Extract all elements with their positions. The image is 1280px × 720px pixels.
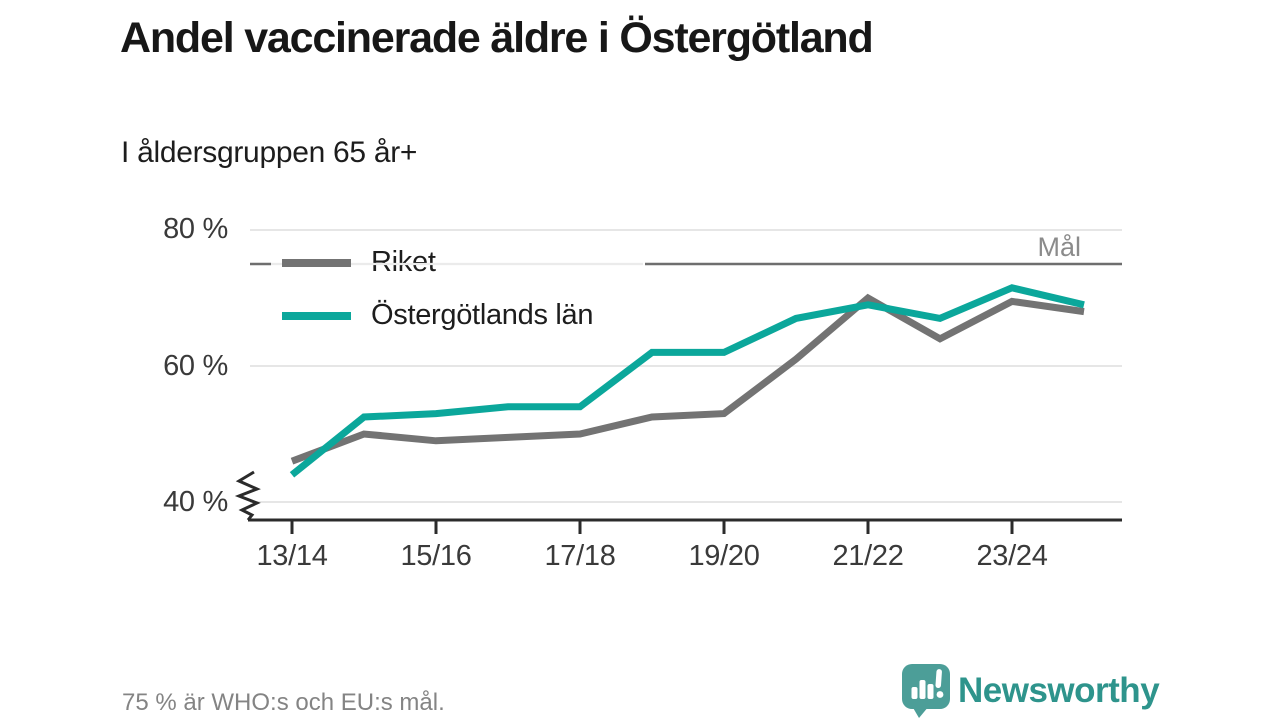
x-axis-tick-label-1718: 17/18 xyxy=(544,540,616,572)
x-axis-tick-label-1314: 13/14 xyxy=(256,540,328,572)
goal-line-label: Mål xyxy=(1037,232,1081,262)
x-axis-tick-label-2324: 23/24 xyxy=(976,540,1048,572)
legend-label-riket: Riket xyxy=(371,246,436,278)
footer-note: 75 % är WHO:s och EU:s mål. xyxy=(122,689,445,716)
chart-subtitle: I åldersgruppen 65 år+ xyxy=(121,136,418,169)
legend-label-ostergotland: Östergötlands län xyxy=(371,299,594,331)
y-axis-tick-label-80: 80 % xyxy=(163,213,228,245)
x-axis-tick-label-1920: 19/20 xyxy=(688,540,760,572)
newsworthy-logo-icon xyxy=(902,664,950,718)
y-axis-break-zigzag-icon xyxy=(234,470,261,521)
x-axis-tick-label-1516: 15/16 xyxy=(400,540,472,572)
riket-line xyxy=(290,293,1085,465)
brand-name: Newsworthy xyxy=(958,671,1160,710)
y-axis-tick-label-60: 60 % xyxy=(163,350,228,382)
y-axis-tick-label-40: 40 % xyxy=(163,486,228,518)
x-axis-tick-label-2122: 21/22 xyxy=(832,540,904,572)
ostergotland-line xyxy=(289,284,1085,478)
page-title: Andel vaccinerade äldre i Östergötland xyxy=(120,14,874,62)
